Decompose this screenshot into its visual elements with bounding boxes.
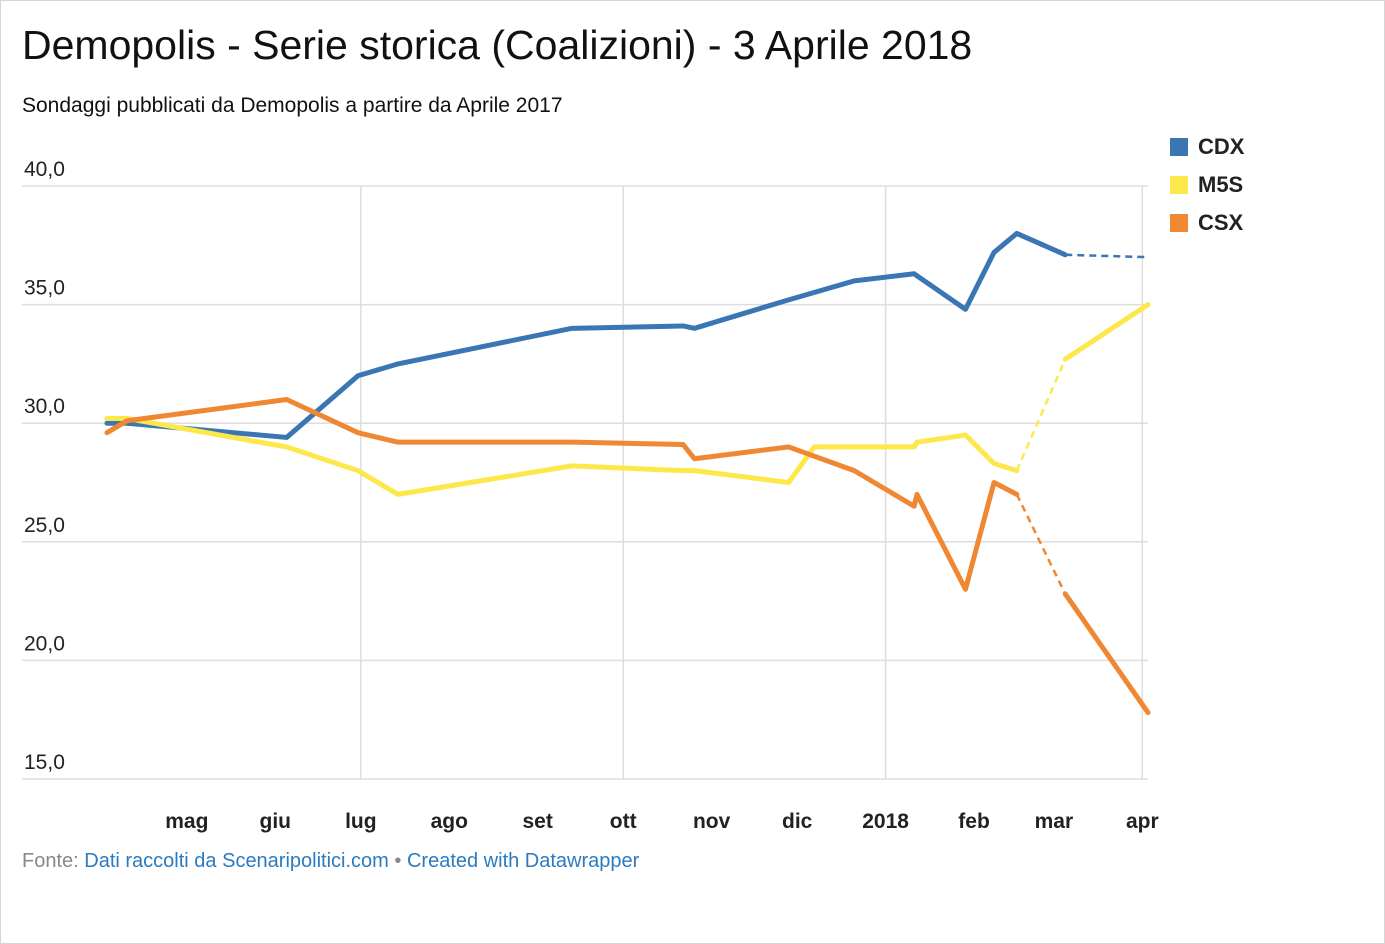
x-axis: mag giu lug ago set ott nov dic 2018 feb mar apr bbox=[165, 810, 1158, 833]
series-csx bbox=[104, 396, 1151, 716]
x-tick-label: mar bbox=[1035, 810, 1074, 833]
legend-label-m5s: M5S bbox=[1198, 172, 1244, 197]
x-tick-label: dic bbox=[782, 810, 813, 833]
series-line-cdx bbox=[104, 230, 1068, 440]
chart-subtitle: Sondaggi pubblicati da Demopolis a parti… bbox=[22, 94, 563, 117]
series-cdx bbox=[104, 230, 1149, 440]
chart-title: Demopolis - Serie storica (Coalizioni) -… bbox=[22, 22, 973, 68]
footer-datawrapper-link[interactable]: Created with Datawrapper bbox=[406, 850, 640, 872]
x-tick-label: nov bbox=[693, 810, 731, 833]
series-dashed-segment-cdx bbox=[1065, 253, 1149, 259]
series-line-csx bbox=[104, 396, 1020, 592]
y-tick-label: 15,0 bbox=[24, 751, 65, 774]
y-tick-label: 40,0 bbox=[24, 158, 65, 181]
legend-item-cdx: CDX bbox=[1170, 128, 1244, 166]
x-tick-label: ago bbox=[431, 810, 468, 833]
y-tick-label: 20,0 bbox=[24, 632, 65, 655]
x-tick-label: lug bbox=[345, 810, 377, 833]
legend-label-csx: CSX bbox=[1198, 210, 1244, 235]
legend-item-csx: CSX bbox=[1170, 204, 1244, 242]
series-line-m5s bbox=[104, 415, 1020, 497]
chart-footer: Fonte: Dati raccolti da Scenaripolitici.… bbox=[22, 850, 639, 873]
y-tick-label: 35,0 bbox=[24, 277, 65, 300]
series-dashed-segment-m5s bbox=[1015, 358, 1067, 472]
series-dashed-segment-csx bbox=[1015, 493, 1067, 595]
series-line-csx bbox=[1062, 591, 1151, 716]
x-tick-label: mag bbox=[165, 810, 208, 833]
footer-separator: • bbox=[394, 850, 402, 872]
series-m5s bbox=[104, 302, 1151, 497]
legend: CDX M5S CSX bbox=[1170, 128, 1244, 242]
legend-label-cdx: CDX bbox=[1198, 134, 1245, 159]
x-tick-label: set bbox=[522, 810, 552, 833]
x-tick-label: giu bbox=[260, 810, 292, 833]
x-tick-label: feb bbox=[958, 810, 990, 833]
legend-swatch-m5s bbox=[1170, 176, 1188, 194]
series-line-m5s bbox=[1062, 302, 1151, 362]
x-tick-label: apr bbox=[1126, 810, 1159, 833]
x-tick-label: ott bbox=[610, 810, 637, 833]
grid-lines bbox=[22, 185, 1148, 780]
footer-source-link[interactable]: Dati raccolti da Scenaripolitici.com bbox=[84, 850, 389, 872]
y-axis: 15,0 20,0 25,0 30,0 35,0 40,0 bbox=[24, 158, 65, 774]
series-lines bbox=[104, 230, 1151, 716]
legend-item-m5s: M5S bbox=[1170, 166, 1244, 204]
legend-swatch-cdx bbox=[1170, 138, 1188, 156]
x-tick-label: 2018 bbox=[862, 810, 909, 833]
legend-swatch-csx bbox=[1170, 214, 1188, 232]
y-tick-label: 25,0 bbox=[24, 514, 65, 537]
footer-source-prefix: Fonte: bbox=[22, 850, 79, 872]
y-tick-label: 30,0 bbox=[24, 395, 65, 418]
